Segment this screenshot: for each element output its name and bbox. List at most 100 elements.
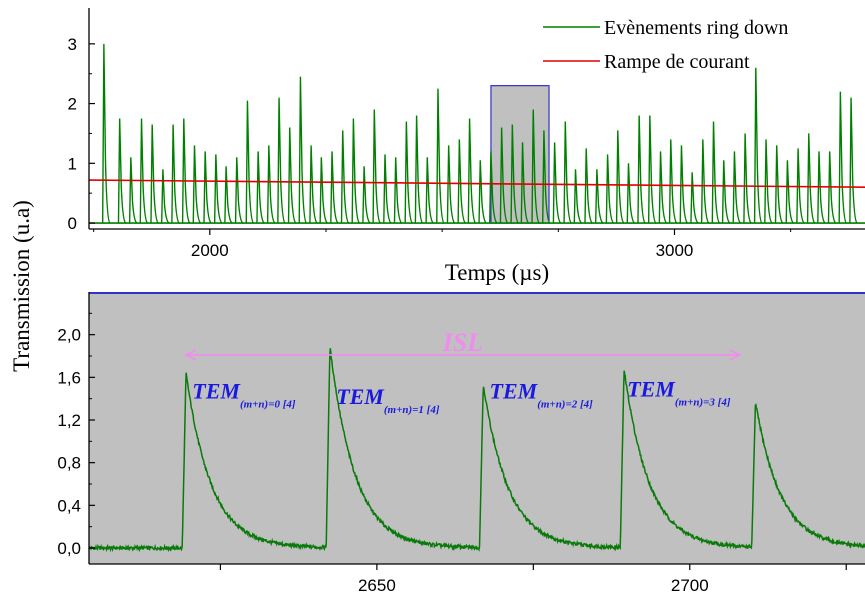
bottom-chart-panel: ISL TEM(m+n)=0 [4] TEM(m+n)=1 [4]TEM(m+n)… (57, 292, 865, 595)
ring-down-peak (584, 148, 593, 224)
legend-label-ramp: Rampe de courant (604, 51, 750, 73)
ring-down-peak (796, 148, 805, 224)
tem-label-main: TEM (336, 384, 385, 409)
ring-down-peak (309, 145, 318, 224)
top-y-tick-label: 1 (68, 154, 77, 173)
bottom-y-ticks: 0,0 0,4 0,8 1,2 1,6 2,0 (57, 312, 95, 558)
tem-mode-label: TEM(m+n)=0 [4] (192, 379, 296, 411)
ring-down-peak (637, 115, 646, 224)
ring-down-peak (827, 151, 837, 224)
ring-down-peak (647, 115, 657, 224)
ring-down-peak (658, 151, 668, 224)
ring-down-peak (594, 169, 604, 224)
ring-down-zoom-series (88, 347, 865, 553)
ring-down-peak (139, 118, 149, 224)
ring-down-peak (467, 118, 477, 224)
top-y-tick-label: 0 (68, 214, 77, 233)
zoom-region-highlight (490, 85, 550, 224)
ring-down-peak (383, 154, 392, 224)
ring-down-peak (542, 130, 551, 224)
tem-label-subscript: (m+n)=2 [4] (537, 399, 593, 411)
ring-down-peak (520, 142, 530, 224)
ring-down-peak (181, 118, 191, 224)
isl-marker: ISL (184, 328, 742, 361)
tem-label-subscript: (m+n)=1 [4] (384, 404, 440, 416)
tem-label-main: TEM (627, 377, 676, 402)
top-y-tick-label: 3 (68, 35, 77, 54)
ring-down-peak (711, 121, 721, 224)
ring-down-peak (213, 154, 223, 224)
isl-arrowhead-right (729, 349, 742, 361)
ring-down-peak (573, 169, 583, 224)
ring-down-peak (330, 151, 339, 224)
ring-down-peak (785, 160, 794, 224)
ring-down-peak (101, 43, 111, 224)
ring-down-peak (849, 97, 858, 224)
legend-label-ring-down: Evènements ring down (604, 17, 788, 39)
ring-down-peak (436, 88, 445, 224)
ring-down-zoom-trace (88, 348, 865, 553)
top-x-tick-label: 3000 (656, 241, 694, 260)
bottom-y-tick-label: 0,4 (57, 496, 81, 515)
ring-down-peak (753, 67, 763, 224)
ring-down-peak (764, 139, 773, 224)
tem-mode-label: TEM(m+n)=3 [4] (627, 377, 731, 409)
ring-down-peak (838, 91, 847, 224)
ring-down-peak (298, 76, 308, 224)
bottom-y-tick-label: 2,0 (57, 326, 81, 345)
ring-down-peak (499, 127, 509, 224)
ring-down-peak (160, 169, 170, 224)
ring-down-peak (372, 109, 381, 224)
ring-down-peak (679, 145, 688, 224)
bottom-y-tick-label: 1,2 (57, 411, 81, 430)
tem-label-main: TEM (490, 379, 539, 404)
ring-down-peak (478, 160, 487, 224)
ring-down-peak (626, 163, 635, 224)
ring-down-peak (319, 157, 328, 224)
ring-down-peak (287, 127, 297, 224)
ring-down-peak (192, 145, 202, 224)
top-x-ticks: 2000 3000 (93, 229, 792, 260)
ring-down-peak (700, 139, 710, 224)
isl-label: ISL (442, 328, 483, 357)
bottom-y-tick-label: 0,0 (57, 539, 81, 558)
ring-down-peak (277, 97, 286, 224)
isl-arrowhead-left (184, 349, 197, 361)
ring-down-peak (774, 145, 784, 224)
ring-down-peak (404, 121, 413, 224)
ring-down-peak (563, 121, 572, 224)
ring-down-peak (150, 124, 159, 224)
ring-down-peak (245, 100, 255, 224)
bottom-x-tick-label: 2650 (358, 576, 396, 595)
top-y-tick-label: 2 (68, 95, 77, 114)
tem-mode-label: TEM(m+n)=2 [4] (490, 379, 594, 411)
ring-down-peak (203, 151, 212, 224)
ring-down-peak (425, 157, 434, 224)
ring-down-peak (393, 157, 403, 224)
ring-down-peak (446, 145, 456, 224)
ring-down-peak (531, 109, 540, 224)
ring-down-peak (615, 130, 625, 224)
ring-down-peak (362, 166, 371, 224)
bottom-x-ticks: 2650 2700 (219, 564, 847, 595)
y-axis-title: Transmission (u.a) (9, 200, 34, 372)
ring-down-peak (234, 157, 244, 224)
ring-down-peak (817, 151, 826, 224)
ring-down-peak (721, 160, 731, 224)
bottom-plot-background (89, 292, 865, 564)
ring-down-peak (171, 124, 180, 224)
ring-down-peak (806, 133, 816, 224)
bottom-y-tick-label: 0,8 (57, 454, 81, 473)
ring-down-peak (668, 139, 678, 224)
ring-down-peak (351, 118, 360, 224)
bottom-y-tick-label: 1,6 (57, 368, 81, 387)
tem-label-subscript: (m+n)=3 [4] (675, 397, 731, 409)
tem-label-main: TEM (192, 379, 241, 404)
ring-down-peak (340, 130, 350, 224)
x-axis-title: Temps (µs) (445, 260, 549, 285)
legend: Evènements ring down Rampe de courant (543, 17, 788, 73)
ring-down-peak (690, 172, 699, 224)
tem-labels: TEM(m+n)=0 [4] TEM(m+n)=1 [4]TEM(m+n)=2 [… (192, 377, 731, 416)
ring-down-peak (117, 118, 127, 224)
ring-down-peak (510, 124, 519, 224)
